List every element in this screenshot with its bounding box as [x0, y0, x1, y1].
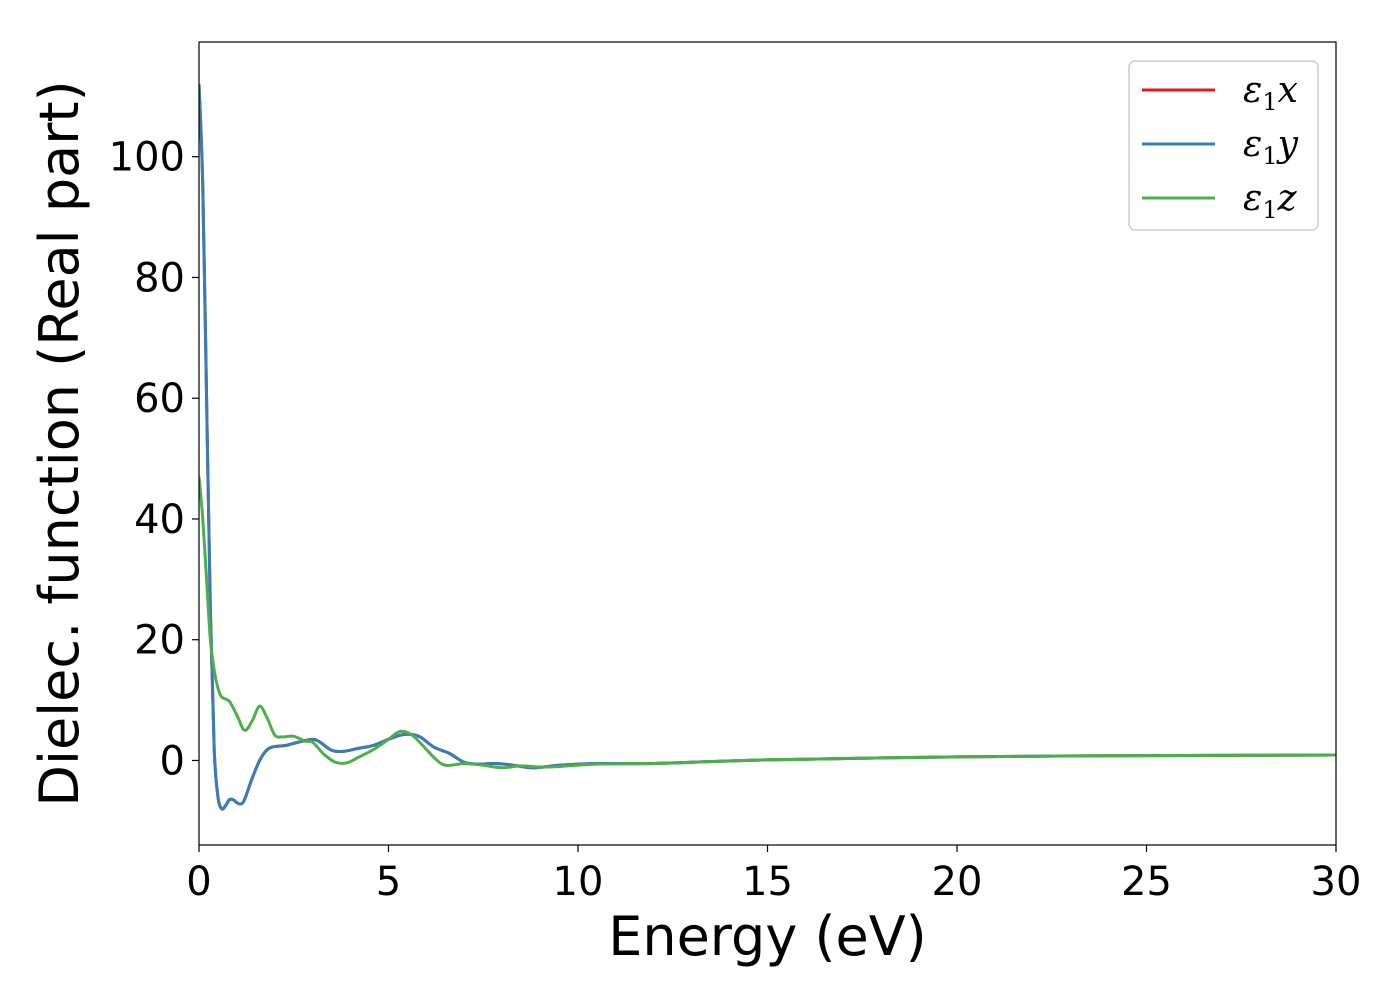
- x-tick-label: 0: [186, 859, 211, 905]
- legend-symbol: ε: [1243, 70, 1262, 111]
- legend-variable: x: [1278, 70, 1298, 111]
- y-axis-label: Dielec. function (Real part): [28, 80, 91, 806]
- legend-variable: y: [1276, 124, 1299, 165]
- y-tick-label: 60: [134, 376, 185, 422]
- y-tick-label: 20: [134, 618, 185, 664]
- x-tick-label: 5: [376, 859, 401, 905]
- legend-symbol: ε: [1243, 124, 1262, 165]
- x-tick-label: 10: [553, 859, 604, 905]
- y-tick-label: 100: [109, 135, 185, 181]
- y-tick-label: 40: [134, 497, 185, 543]
- legend-label-x: ε1x: [1243, 70, 1298, 116]
- y-tick-label: 0: [160, 738, 185, 784]
- legend-subscript: 1: [1262, 88, 1277, 116]
- x-axis: 0 5 10 15 20 25 30: [186, 845, 1361, 905]
- x-axis-label: Energy (eV): [608, 905, 927, 968]
- y-tick-label: 80: [134, 255, 185, 301]
- legend-variable: z: [1277, 178, 1298, 219]
- series-line-z: [199, 476, 1336, 770]
- series-layer: [199, 84, 1336, 811]
- x-tick-label: 30: [1311, 859, 1362, 905]
- y-axis: 0 20 40 60 80 100: [109, 135, 199, 784]
- legend-box: [1128, 60, 1319, 231]
- legend-symbol: ε: [1243, 178, 1262, 219]
- legend-label-y: ε1y: [1243, 124, 1299, 170]
- x-tick-label: 20: [932, 859, 983, 905]
- legend-subscript: 1: [1262, 196, 1277, 224]
- legend-label-z: ε1z: [1243, 178, 1298, 224]
- x-tick-label: 25: [1121, 859, 1172, 905]
- x-tick-label: 15: [742, 859, 793, 905]
- legend-subscript: 1: [1262, 142, 1277, 170]
